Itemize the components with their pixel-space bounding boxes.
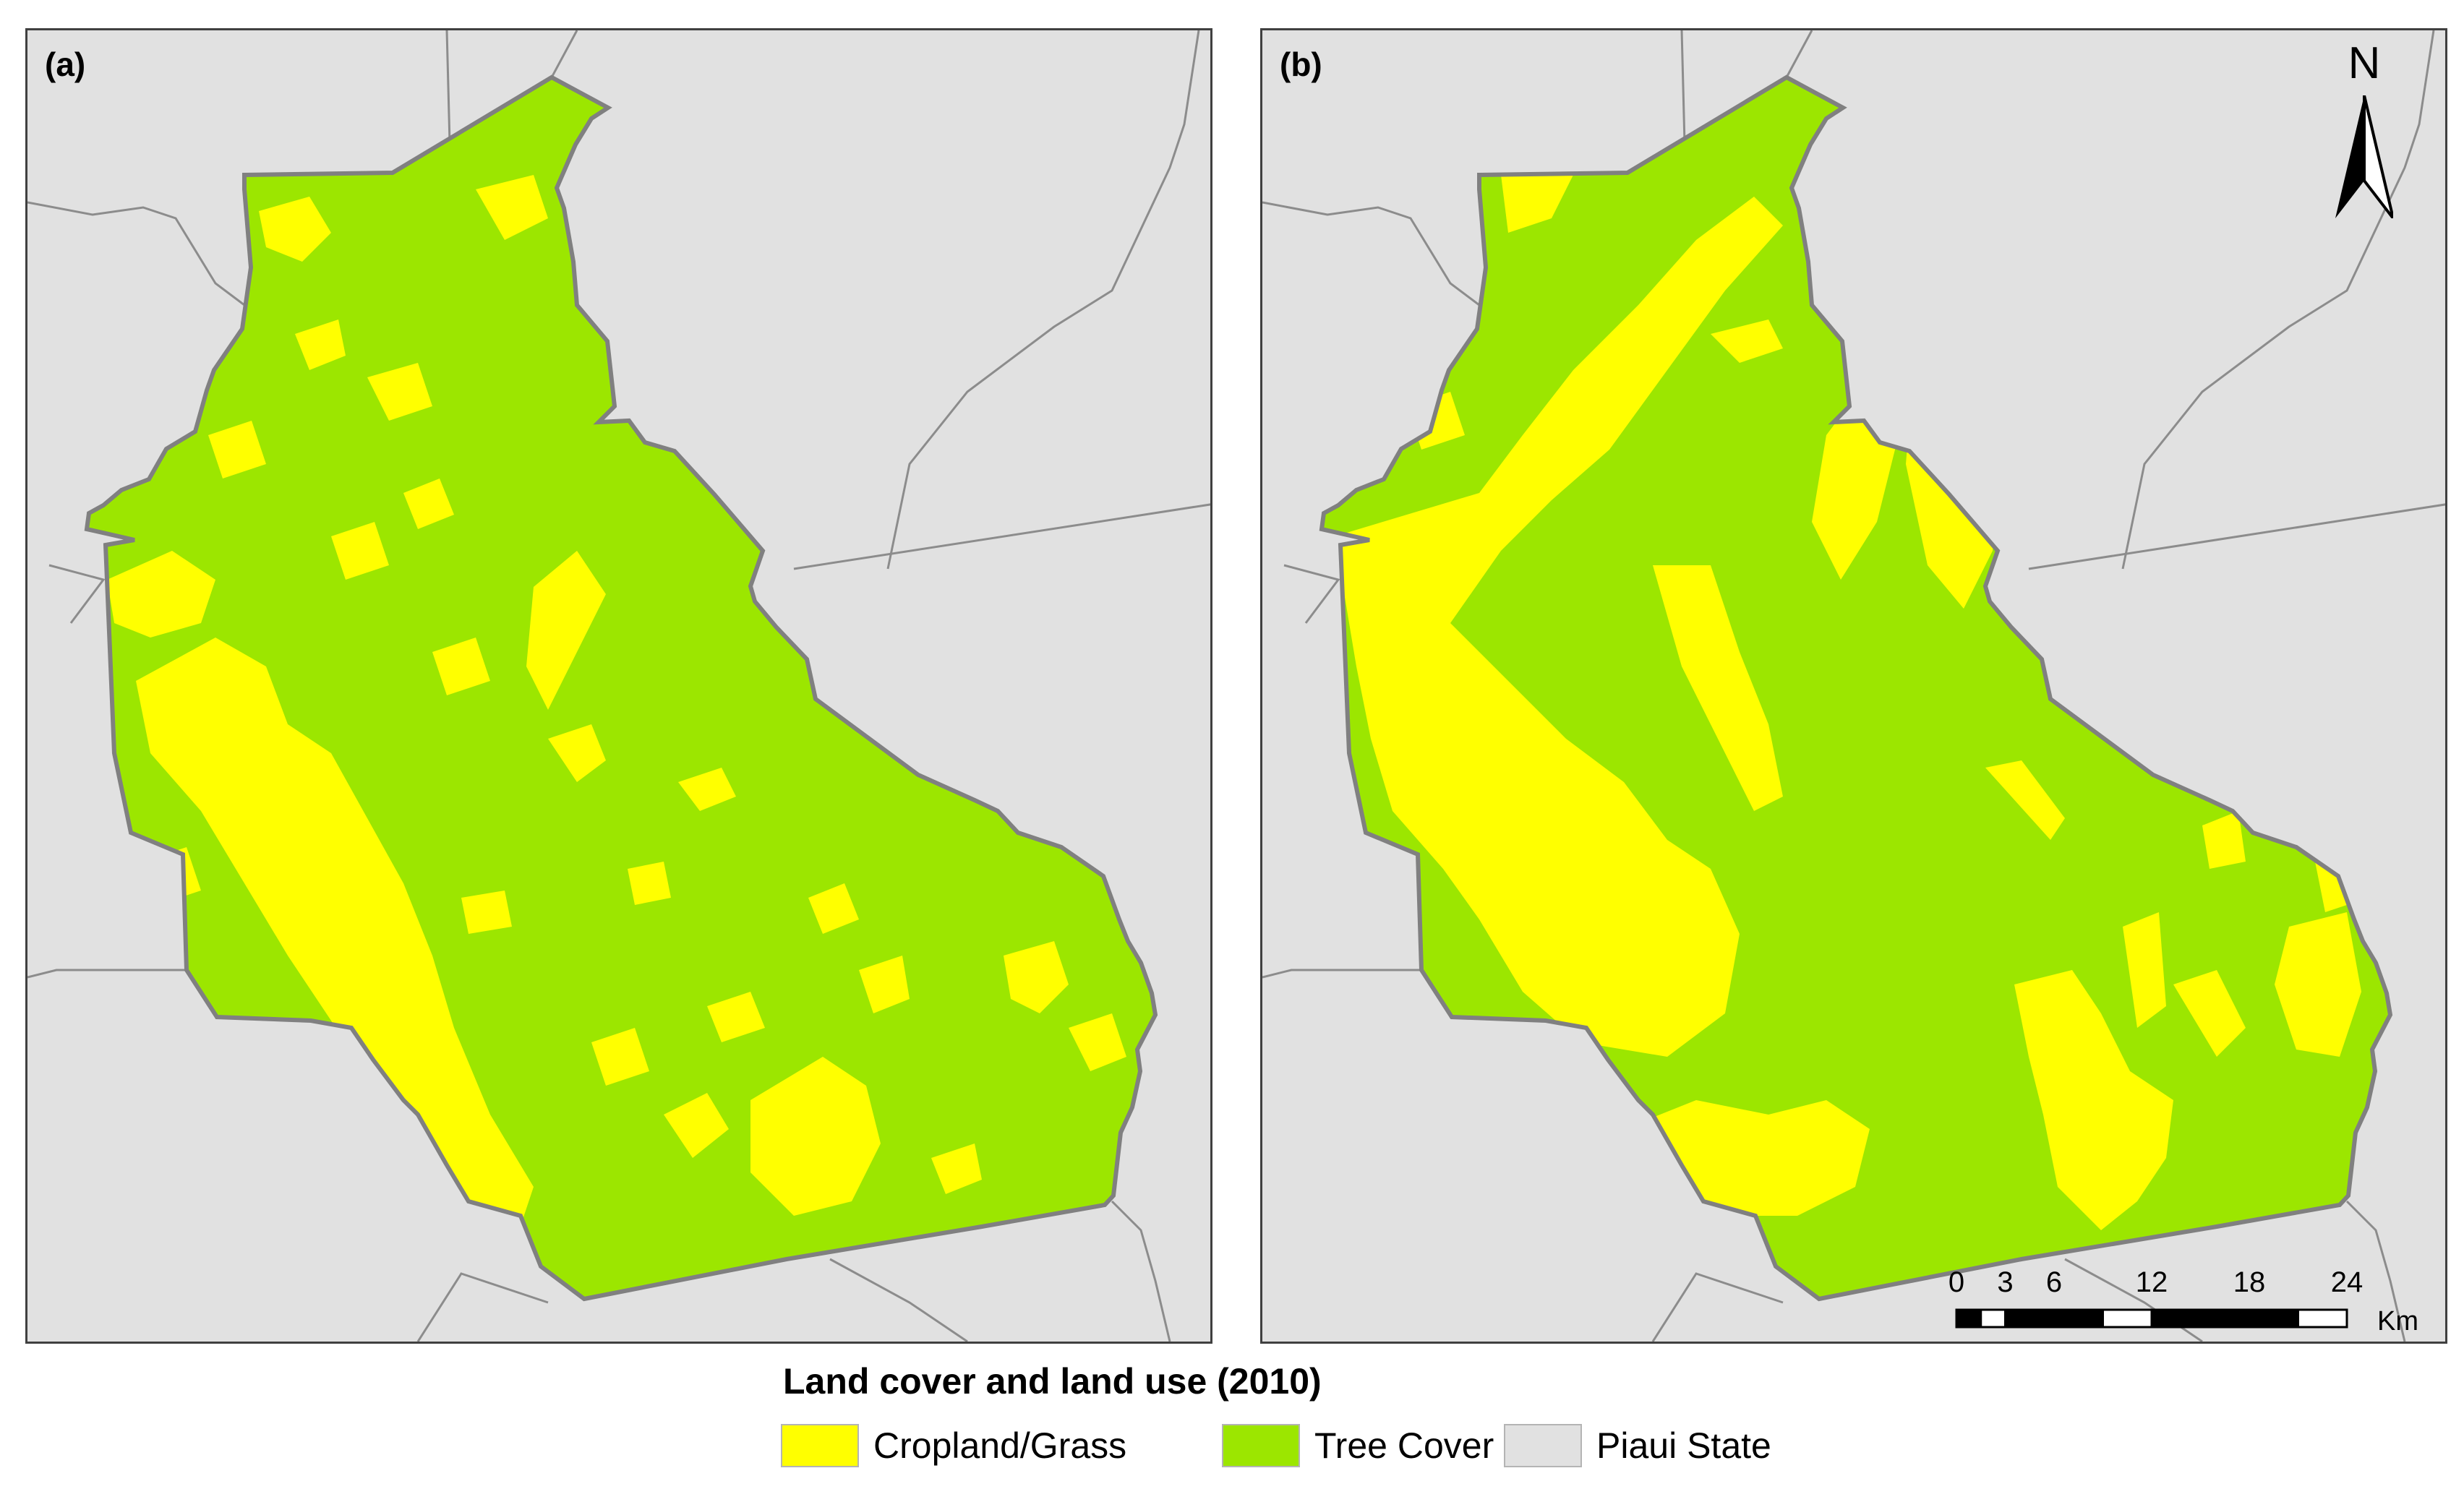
context-boundaries-b [1262,30,2445,1342]
legend-label-cropland: Cropland/Grass [873,1425,1127,1466]
panel-label-a: (a) [45,46,86,83]
legend-title: Land cover and land use (2010) [783,1361,1322,1402]
legend-item-piaui-state: Piaui State [1504,1424,1771,1467]
scale-bar-segment [1956,1310,1981,1327]
scale-bar-segment [2297,1308,2348,1329]
legend-swatch-tree-cover [1222,1424,1300,1467]
legend-item-tree-cover: Tree Cover [1222,1424,1494,1467]
legend-item-cropland: Cropland/Grass [781,1424,1126,1467]
scale-bar-segment [1980,1308,2006,1329]
landcover-raster-a [87,77,1155,1299]
north-arrow-letter: N [2348,38,2381,88]
municipality-boundary-a [84,74,1158,1302]
legend-swatch-piaui-state [1504,1424,1582,1467]
scale-bar-tick-1: 3 [1997,1266,2014,1298]
legend-label-tree-cover: Tree Cover [1314,1425,1494,1466]
map-panel-a: (a) [25,28,1212,1344]
context-boundaries-a [27,30,1210,1342]
scale-bar-tick-2: 6 [2045,1266,2063,1298]
map-panel-b: (b) N 0 3 6 12 18 24 Km [1260,28,2447,1344]
map-a-canvas [27,30,1210,1342]
scale-bar-unit: Km [2377,1306,2418,1336]
scale-bar-segment [2005,1310,2030,1327]
north-arrow-icon [2335,95,2393,218]
scale-bar-segment [2249,1310,2298,1327]
scale-bar-tick-4: 18 [2233,1266,2266,1298]
scale-bar: 0 3 6 12 18 24 Km [1942,1266,2434,1339]
panel-label-b: (b) [1280,46,1322,83]
landcover-raster-b [1322,77,2390,1299]
scale-bar-tick-3: 12 [2135,1266,2168,1298]
north-arrow: N [2317,38,2411,233]
map-b-canvas [1262,30,2445,1342]
scale-bar-tick-5: 24 [2330,1266,2364,1298]
scale-bar-segment [2199,1308,2251,1329]
legend-label-piaui-state: Piaui State [1596,1425,1771,1466]
scale-bar-segment [2054,1310,2103,1327]
scale-bar-segment [2102,1308,2153,1329]
scale-bar-frame [1955,1308,2348,1329]
municipality-boundary-b [1319,74,2393,1302]
scale-bar-graphic [1955,1308,2348,1329]
scale-bar-segment [2152,1310,2201,1327]
legend-swatch-cropland [781,1424,859,1467]
scale-bar-segment [2028,1308,2056,1329]
scale-bar-tick-0: 0 [1948,1266,1965,1298]
